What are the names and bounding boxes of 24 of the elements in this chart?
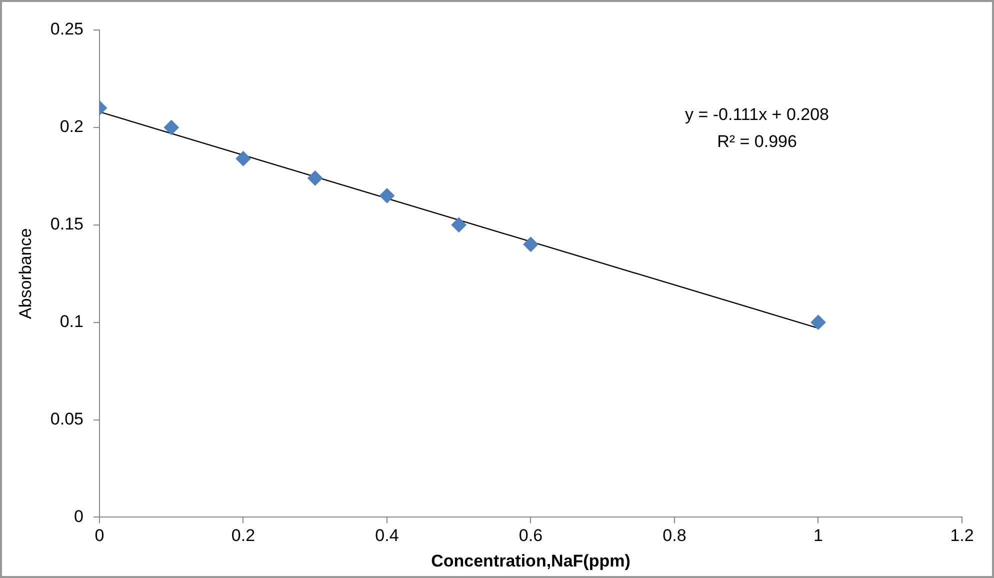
point <box>308 170 323 186</box>
annotation: R² = 0.996 <box>717 132 797 151</box>
x-axis-title: Concentration,NaF(ppm) <box>431 551 630 570</box>
point <box>379 188 394 204</box>
y-tick-label: 0 <box>74 506 84 526</box>
y-tick-label: 0.25 <box>50 20 84 39</box>
point <box>810 314 826 330</box>
point <box>164 120 179 135</box>
y-tick-label: 0.1 <box>60 312 84 332</box>
y-tick-label: 0.15 <box>50 214 84 234</box>
x-tick-label: 1 <box>814 526 823 546</box>
annotation: y = -0.111x + 0.208 <box>685 105 829 124</box>
point <box>451 217 466 232</box>
point <box>236 151 251 166</box>
x-tick-label: 0.4 <box>375 526 399 546</box>
y-tick-label: 0.2 <box>60 117 84 136</box>
point <box>523 236 538 252</box>
y-tick-label: 0.05 <box>50 409 84 428</box>
x-tick-label: 0.2 <box>231 526 256 546</box>
x-tick-label: 0.6 <box>518 526 543 546</box>
x-tick-label: 1.2 <box>950 526 974 546</box>
x-tick-label: 0 <box>94 526 104 546</box>
y-axis-title: Absorbance <box>16 228 35 319</box>
x-tick-label: 0.8 <box>662 526 686 546</box>
